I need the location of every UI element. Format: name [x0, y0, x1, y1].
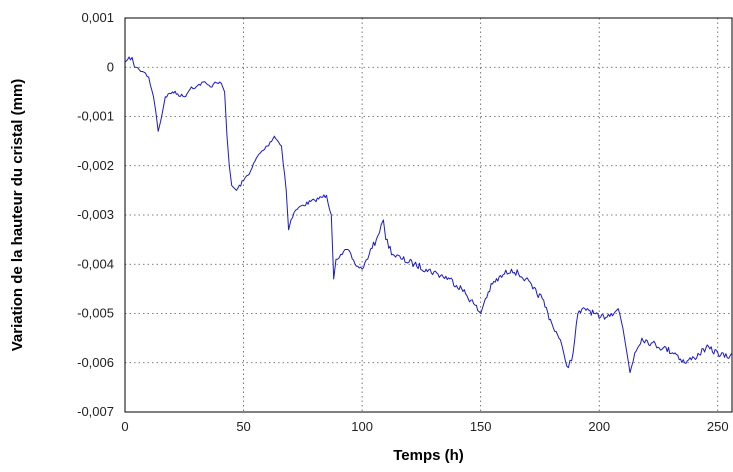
y-tick-label: -0,007: [77, 404, 114, 419]
series-line-0: [124, 56, 733, 374]
x-tick-label: 50: [236, 419, 250, 434]
y-tick-label: 0,001: [81, 10, 114, 25]
y-tick-label: -0,006: [77, 355, 114, 370]
y-tick-label: -0,001: [77, 109, 114, 124]
gridlines: [125, 18, 732, 412]
y-tick-label: -0,002: [77, 158, 114, 173]
x-tick-labels: 0 50 100 150 200 250: [121, 419, 728, 434]
x-axis-title: Temps (h): [393, 447, 464, 464]
y-tick-label: -0,004: [77, 256, 114, 271]
y-tick-label: -0,003: [77, 207, 114, 222]
y-tick-label: 0: [107, 59, 114, 74]
x-tick-label: 150: [470, 419, 492, 434]
x-tick-label: 200: [588, 419, 610, 434]
x-tick-label: 250: [707, 419, 729, 434]
y-tick-labels: 0,001 0 -0,001 -0,002 -0,003 -0,004 -0,005 -0,0…: [77, 10, 114, 419]
plot-frame: [124, 17, 733, 413]
x-tick-label: 0: [121, 419, 128, 434]
series-layer: [124, 56, 733, 374]
y-tick-label: -0,005: [77, 306, 114, 321]
x-tick-label: 100: [351, 419, 373, 434]
y-axis-title: Variation de la hauteur du cristal (mm): [9, 79, 26, 352]
